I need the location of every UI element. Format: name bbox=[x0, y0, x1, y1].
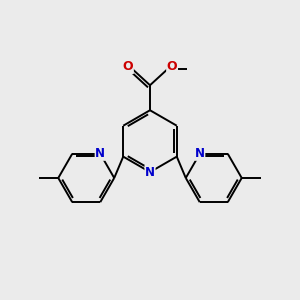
Text: N: N bbox=[145, 166, 155, 178]
Text: N: N bbox=[95, 147, 105, 160]
Text: N: N bbox=[195, 147, 205, 160]
Text: O: O bbox=[167, 61, 177, 74]
Text: O: O bbox=[123, 61, 133, 74]
